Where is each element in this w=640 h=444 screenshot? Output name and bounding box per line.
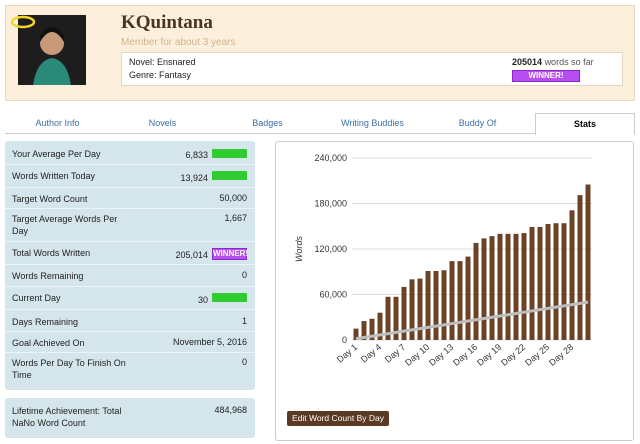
stat-label: Goal Achieved On [12,338,85,348]
bar [513,233,519,340]
bar [417,278,423,340]
stat-label: Days Remaining [12,317,79,327]
progress-bar [212,149,247,158]
stat-value: 1 [241,316,247,326]
bar [489,236,495,340]
bar [401,286,407,340]
stat-label: Words Remaining [12,271,84,281]
y-tick-label: 120,000 [314,244,347,254]
tab[interactable]: Author Info [35,118,80,128]
winner-badge: WINNER! [212,248,249,260]
x-tick-label: Day 16 [451,342,479,368]
x-tick-label: Day 1 [335,342,359,365]
label: words so far [544,57,594,67]
x-tick-label: Day 10 [403,342,431,368]
stat-value: 6,833 [185,150,208,160]
bar [569,210,575,340]
bar [369,318,375,340]
tab[interactable]: Novels [148,118,177,128]
label: Novel: [129,57,155,67]
bar [457,261,463,340]
stat-label: Words Written Today [12,171,96,181]
stat-value: 205,014 [175,250,208,260]
bar [529,227,535,340]
stat-value: 30 [197,295,208,305]
profile-header: KQuintana Member for about 3 years Novel… [5,5,635,101]
label: Genre: [129,70,157,80]
tab-active[interactable]: Stats [535,113,635,135]
stat-value: November 5, 2016 [172,337,247,347]
stat-label: Lifetime Achievement: Total NaNo Word Co… [12,406,122,428]
x-tick-label: Day 28 [547,342,575,368]
x-tick-label: Day 13 [427,342,455,368]
bar [577,195,583,340]
y-tick-label: 240,000 [314,153,347,163]
x-tick-label: Day 19 [475,342,503,368]
bar [545,223,551,340]
stat-value: 0 [241,270,247,280]
novel-info: Novel: Ensnared Genre: Fantasy 205014 wo… [121,52,623,86]
bar [465,256,471,340]
bar [449,261,455,340]
winner-badge: WINNER! [512,70,580,82]
stat-value: 50,000 [219,193,247,203]
bar [585,184,591,340]
author-name: KQuintana [121,12,213,33]
stat-value: 1,667 [224,213,247,223]
bar [553,223,559,340]
bar [481,238,487,340]
bar [561,223,567,340]
x-tick-label: Day 4 [359,342,383,365]
bar [521,233,527,340]
tab[interactable]: Badges [252,118,283,128]
stat-label: Target Average Words Per Day [12,214,118,236]
y-tick-label: 0 [342,335,347,345]
stat-label: Target Word Count [12,194,88,204]
bar [425,270,431,340]
edit-button[interactable]: Edit Word Count By Day [287,411,389,426]
x-tick-label: Day 22 [499,342,527,368]
word-count: 205014 [512,57,543,67]
target-line [355,300,589,341]
chart-panel [275,141,634,441]
stats-panel: Your Average Per Day 6,833 Words Written … [5,141,255,390]
tab[interactable]: Writing Buddies [341,118,404,128]
stat-label: Total Words Written [12,248,91,258]
y-tick-label: 180,000 [314,199,347,209]
stat-label: Words Per Day To Finish On Time [12,358,126,380]
tab-bar: Author Info Novels Badges Writing Buddie… [5,113,635,135]
bar [361,321,367,340]
stat-label: Current Day [12,293,61,303]
bar [473,242,479,340]
progress-bar [212,171,247,180]
stat-label: Your Average Per Day [12,149,101,159]
bar [353,328,359,340]
bar [377,312,383,340]
stat-value: 13,924 [180,173,208,183]
bar [433,270,439,340]
lifetime-panel: Lifetime Achievement: Total NaNo Word Co… [5,398,255,438]
progress-bar [212,293,247,302]
member-since: Member for about 3 years [121,37,236,48]
genre: Fantasy [159,70,192,80]
bar [441,270,447,340]
x-tick-label: Day 25 [523,342,551,368]
bar [505,233,511,340]
stat-value: 484,968 [214,405,247,415]
novel-title: Ensnared [157,57,196,67]
y-axis-label: Words [294,236,304,263]
bar [393,296,399,340]
bar [409,279,415,340]
bar [497,233,503,340]
bar [385,296,391,340]
tab[interactable]: Buddy Of [458,118,497,128]
y-tick-label: 60,000 [319,290,347,300]
bar [537,227,543,340]
avatar [10,15,86,85]
stat-value: 0 [241,357,247,367]
